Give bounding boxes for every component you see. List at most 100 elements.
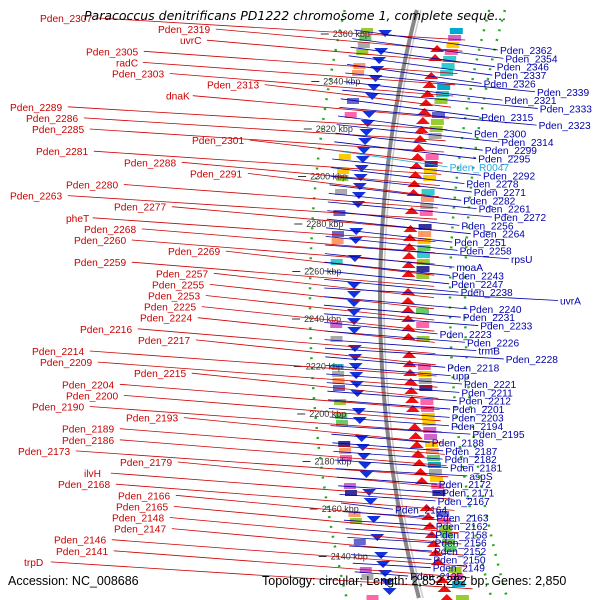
cog-tile [417, 245, 431, 251]
right-gene-label: Pden_2152 [434, 547, 486, 558]
reverse-gene [352, 417, 367, 424]
cog-tile [416, 266, 430, 272]
backbone-shadow [383, 9, 424, 599]
kbp-tick-label: 2340 kbp [323, 77, 360, 87]
right-label-leader [324, 270, 450, 285]
right-label-leader [342, 89, 538, 109]
right-gene-label: Pden_2299 [485, 146, 537, 157]
reverse-gene [356, 147, 371, 154]
reverse-gene [366, 516, 381, 523]
right-gene-label: Pden_2195 [472, 430, 524, 441]
right-label-leader [345, 72, 536, 93]
right-label-leader [324, 347, 504, 360]
forward-gene [401, 306, 415, 313]
forward-gene [402, 243, 417, 250]
cog-tile [417, 252, 430, 258]
cog-tile [331, 238, 344, 244]
right-label-leader [324, 253, 455, 268]
right-label-leader [354, 571, 409, 577]
forward-gene [409, 441, 424, 448]
right-label-leader [334, 141, 477, 159]
left-gene-label: Pden_2217 [138, 336, 190, 347]
left-gene-label: Pden_2319 [158, 25, 210, 36]
left-gene-label: Pden_2269 [168, 247, 220, 258]
cog-tile [428, 469, 442, 475]
reverse-gene [348, 363, 363, 370]
left-label-leader [171, 206, 437, 231]
forward-gene [407, 423, 422, 430]
cog-tile [417, 364, 431, 370]
reverse-gene [347, 282, 362, 289]
forward-gene [410, 153, 425, 160]
cog-tile [420, 203, 434, 209]
forward-gene [437, 585, 452, 592]
right-label-leader [337, 115, 473, 134]
forward-gene [401, 324, 416, 331]
right-gene-label: Pden_R0047 [450, 163, 510, 174]
backbone-arc [378, 9, 421, 599]
forward-gene [417, 108, 432, 115]
reverse-gene [353, 174, 368, 181]
left-label-leader [89, 350, 437, 377]
cog-tile [418, 224, 432, 230]
cog-tile [416, 308, 429, 314]
left-label-leader [93, 150, 442, 175]
right-label-leader [324, 313, 479, 326]
right-label-leader [350, 46, 495, 68]
left-gene-label: Pden_2260 [74, 236, 126, 247]
left-label-leader [67, 106, 448, 130]
reverse-gene [356, 453, 371, 460]
left-label-leader [92, 217, 436, 242]
right-label-leader [324, 287, 559, 301]
cog-tile [439, 525, 452, 531]
forward-gene [426, 540, 441, 547]
cog-tile [352, 70, 365, 76]
cog-tile [332, 378, 345, 384]
kbp-tick-label: 2220 kbp [306, 362, 343, 372]
right-gene-label: Pden_2218 [447, 363, 499, 374]
right-gene-label: Pden_2233 [480, 322, 532, 333]
forward-gene [404, 387, 419, 394]
left-label-leader [192, 95, 450, 119]
kbp-tick-label: 2140 kbp [331, 552, 368, 562]
left-gene-label: Pden_2209 [40, 358, 92, 369]
left-label-leader [171, 528, 465, 556]
right-gene-label: Pden_2278 [466, 180, 518, 191]
topology-label: Topology: circular; Length: 2,852,282 bp… [262, 574, 567, 588]
left-label-leader [175, 494, 457, 522]
left-label-leader [110, 472, 453, 500]
left-label-leader [205, 295, 435, 321]
reverse-gene [347, 327, 362, 334]
right-label-leader [333, 451, 443, 460]
cog-tile [452, 581, 466, 587]
right-gene-label: Pden_2163 [436, 514, 488, 525]
right-gene-label: Pden_2354 [505, 54, 557, 65]
cog-tile [437, 518, 451, 524]
right-gene-label: Pden_2295 [478, 155, 530, 166]
right-label-leader [335, 132, 483, 151]
cog-tile [436, 511, 450, 517]
right-gene-label: Pden_2221 [464, 380, 516, 391]
left-gene-label: uvrC [180, 36, 202, 47]
reverse-gene [351, 192, 366, 199]
left-gene-label: Pden_2200 [66, 391, 118, 402]
left-gene-label: Pden_2277 [114, 203, 166, 214]
left-label-leader [247, 173, 439, 198]
right-gene-label: Pden_2337 [494, 71, 546, 82]
reverse-gene [376, 561, 391, 568]
gc-track [448, 9, 493, 599]
cog-tile [348, 511, 361, 517]
cog-tile [442, 539, 455, 545]
left-gene-label: dnaK [166, 92, 190, 103]
forward-gene [404, 207, 419, 214]
cog-tile [332, 231, 344, 237]
cog-tile [432, 112, 445, 118]
right-gene-label: Pden_2264 [473, 230, 525, 241]
right-label-leader [352, 562, 431, 569]
right-gene-label: Pden_2243 [452, 271, 504, 282]
left-gene-label: Pden_2280 [66, 181, 118, 192]
right-label-leader [323, 296, 468, 310]
left-label-leader [213, 272, 435, 298]
reverse-gene [349, 372, 364, 379]
